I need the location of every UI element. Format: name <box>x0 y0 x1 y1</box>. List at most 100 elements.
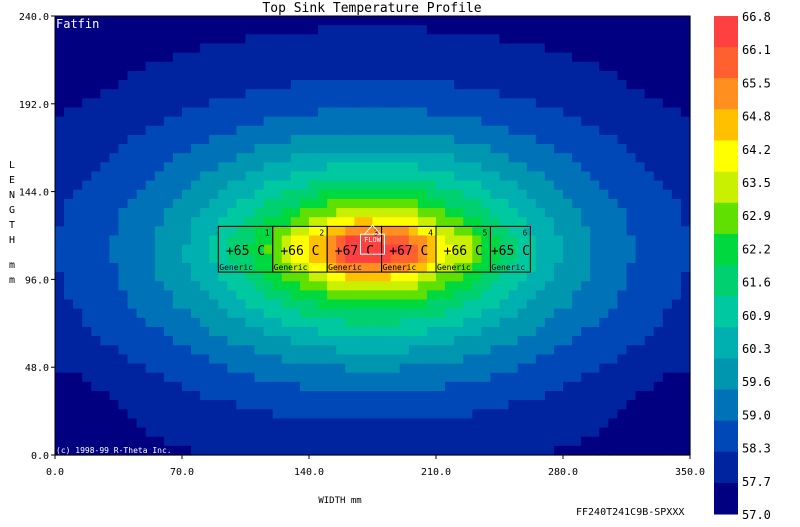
heat-cell <box>463 381 473 392</box>
heat-cell <box>191 198 201 209</box>
heat-cell <box>91 52 101 63</box>
heat-cell <box>626 244 637 255</box>
heat-cell <box>345 427 355 438</box>
heat-cell <box>653 16 664 26</box>
heat-cell <box>544 409 555 420</box>
heat-cell <box>499 354 510 365</box>
heat-cell <box>563 52 573 63</box>
heat-cell <box>517 400 528 410</box>
heat-cell <box>281 400 292 410</box>
heat-cell <box>345 336 355 346</box>
heat-cell <box>100 345 111 355</box>
heat-cell <box>55 25 65 35</box>
heat-cell <box>517 153 528 163</box>
heat-cell <box>263 381 274 392</box>
heat-cell <box>426 52 437 63</box>
heat-cell <box>55 400 65 410</box>
heat-cell <box>472 134 482 145</box>
heat-cell <box>644 125 655 136</box>
heat-cell <box>236 80 247 90</box>
heat-cell <box>354 253 365 264</box>
heat-cell <box>490 372 501 383</box>
colorbar-swatch <box>714 327 738 359</box>
heat-cell <box>236 70 247 81</box>
heat-cell <box>309 326 319 337</box>
heat-cell <box>399 354 410 365</box>
heat-cell <box>635 16 646 26</box>
heat-cell <box>318 235 328 246</box>
heat-cell <box>91 43 101 54</box>
heat-cell <box>454 235 464 246</box>
heat-cell <box>309 244 319 255</box>
heat-cell <box>136 162 147 173</box>
heat-cell <box>472 98 482 109</box>
heat-cell <box>508 253 519 264</box>
heat-cell <box>553 98 564 109</box>
heat-cell <box>172 363 183 374</box>
heat-cell <box>272 427 283 438</box>
heat-cell <box>572 198 582 209</box>
heat-cell <box>163 25 174 35</box>
heat-cell <box>64 162 74 173</box>
colorbar-swatch <box>714 47 738 79</box>
heat-cell <box>436 363 446 374</box>
heat-cell <box>590 317 600 328</box>
heat-cell <box>599 80 609 90</box>
heat-cell <box>553 262 564 273</box>
heat-cell <box>481 445 492 456</box>
heat-cell <box>408 436 419 447</box>
heat-cell <box>381 70 392 81</box>
heat-cell <box>517 80 528 90</box>
heat-cell <box>553 70 564 81</box>
heat-cell <box>218 80 228 90</box>
heat-cell <box>363 198 374 209</box>
heat-cell <box>563 336 573 346</box>
heat-cell <box>73 107 83 118</box>
heat-cell <box>82 326 92 337</box>
heat-cell <box>227 244 238 255</box>
colorbar-swatch <box>714 233 738 266</box>
heat-cell <box>254 436 265 447</box>
heat-cell <box>109 180 120 191</box>
heat-cell <box>200 354 210 365</box>
heat-cell <box>372 217 383 227</box>
heat-cell <box>644 281 655 291</box>
heat-cell <box>309 281 319 291</box>
heat-cell <box>445 153 455 163</box>
heat-cell <box>671 25 682 35</box>
heat-cell <box>236 372 247 383</box>
heat-cell <box>426 61 437 72</box>
heat-cell <box>490 34 501 45</box>
heat-cell <box>172 326 183 337</box>
heat-cell <box>671 418 682 429</box>
heat-cell <box>581 89 591 99</box>
heat-cell <box>517 272 528 282</box>
heat-cell <box>100 198 111 209</box>
heat-cell <box>127 390 138 401</box>
heat-cell <box>526 409 537 420</box>
heat-cell <box>390 162 401 173</box>
heat-cell <box>508 134 519 145</box>
heat-cell <box>73 345 83 355</box>
heat-cell <box>662 436 673 447</box>
heat-cell <box>327 89 337 99</box>
heat-cell <box>236 134 247 145</box>
heat-cell <box>100 235 111 246</box>
heat-cell <box>336 208 346 218</box>
heat-cell <box>408 281 419 291</box>
heat-cell <box>472 52 482 63</box>
heat-cell <box>227 400 238 410</box>
heat-cell <box>64 134 74 145</box>
heat-cell <box>671 372 682 383</box>
heat-cell <box>499 43 510 54</box>
heat-cell <box>481 363 492 374</box>
heat-cell <box>336 235 346 246</box>
heat-cell <box>263 336 274 346</box>
heat-cell <box>136 171 147 182</box>
heat-cell <box>653 61 664 72</box>
heat-cell <box>563 290 573 301</box>
heat-cell <box>390 445 401 456</box>
heat-cell <box>635 208 646 218</box>
heat-cell <box>626 436 637 447</box>
heat-cell <box>517 125 528 136</box>
